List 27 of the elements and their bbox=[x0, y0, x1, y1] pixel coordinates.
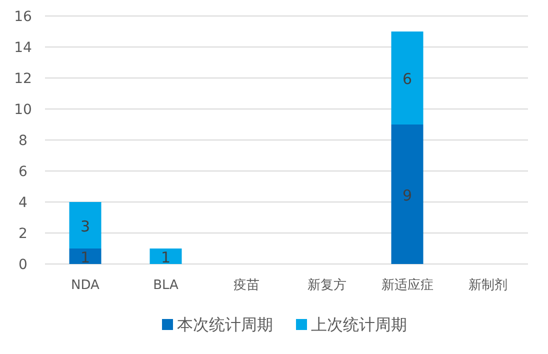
bar bbox=[391, 124, 424, 264]
bar bbox=[391, 32, 424, 124]
bar bbox=[150, 248, 182, 264]
y-tick-label: 2 bbox=[18, 226, 28, 242]
data-label: 1 bbox=[80, 248, 90, 266]
data-label: 9 bbox=[402, 186, 412, 204]
x-tick-label: NDA bbox=[71, 278, 100, 293]
bar bbox=[69, 202, 102, 248]
x-tick-label: 新适应症 bbox=[381, 277, 434, 293]
y-tick-label: 4 bbox=[18, 195, 28, 211]
legend-label: 本次统计周期 bbox=[177, 315, 273, 334]
y-tick-label: 8 bbox=[18, 133, 28, 149]
x-tick-label: 新制剂 bbox=[468, 277, 508, 293]
y-tick-label: 14 bbox=[14, 40, 32, 56]
y-tick-label: 12 bbox=[14, 71, 32, 87]
y-tick-label: 6 bbox=[18, 164, 28, 180]
x-tick-label: 新复方 bbox=[307, 277, 346, 293]
y-tick-label: 0 bbox=[18, 257, 28, 273]
data-label: 1 bbox=[160, 248, 171, 266]
data-label: 6 bbox=[402, 70, 412, 88]
y-tick-label: 10 bbox=[14, 102, 32, 118]
data-label: 3 bbox=[80, 217, 90, 236]
x-tick-label: 疫苗 bbox=[233, 278, 260, 293]
bar bbox=[69, 248, 102, 264]
y-tick-label: 16 bbox=[14, 9, 32, 25]
legend-label: 上次统计周期 bbox=[311, 315, 407, 334]
x-tick-label: BLA bbox=[153, 278, 179, 293]
